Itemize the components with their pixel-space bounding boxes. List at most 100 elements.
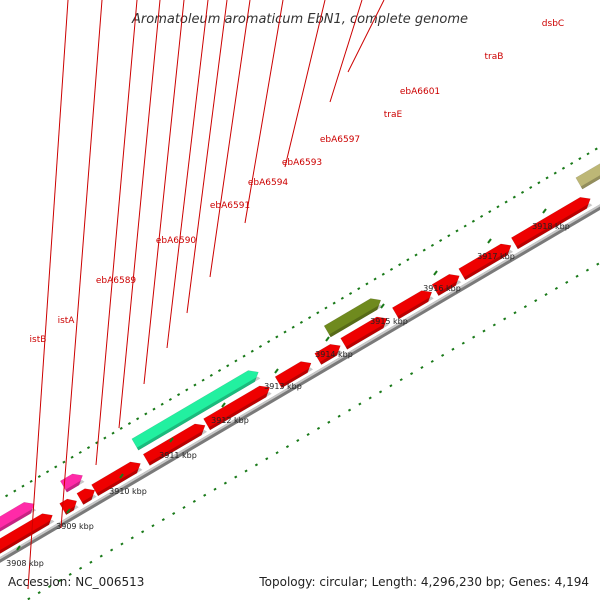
gene-label-ebA6593: ebA6593 <box>282 158 322 168</box>
track-dot <box>89 560 93 564</box>
track-dot <box>503 317 507 321</box>
track-dot <box>296 439 300 443</box>
track-dot <box>110 548 114 552</box>
scale-tick-label: 3916 kbp <box>423 284 461 293</box>
track-dot <box>461 341 465 345</box>
track-dot <box>544 293 548 297</box>
cds-lower-4 <box>142 423 206 466</box>
cds-lower-12-shade <box>516 203 593 249</box>
inner-scale-track <box>27 262 600 600</box>
track-dot <box>570 161 574 165</box>
track-dot <box>152 407 156 411</box>
gene-label-istB: istB <box>30 335 47 345</box>
track-dot <box>58 578 62 582</box>
teal-feature-ebA6589 <box>131 370 259 451</box>
track-dot <box>513 311 517 315</box>
track-dot <box>492 323 496 327</box>
gene-label-ebA6601: ebA6601 <box>400 87 440 97</box>
track-dot <box>223 481 227 485</box>
scale-tick-mark <box>274 368 279 374</box>
track-dot <box>13 489 17 493</box>
leader-line-ebA6589 <box>284 0 326 168</box>
gene-label-istA: istA <box>58 316 76 326</box>
track-dot <box>357 287 361 291</box>
leader-line-ebA6590 <box>244 0 284 224</box>
track-dot <box>337 414 341 418</box>
track-dot <box>529 186 533 190</box>
track-dot <box>389 267 394 271</box>
track-dot <box>472 335 476 339</box>
track-dot <box>410 372 414 376</box>
track-dot <box>203 493 207 497</box>
track-dot <box>316 311 320 315</box>
track-dot <box>365 282 369 286</box>
track-dot <box>136 417 140 421</box>
cds-lower-8 <box>340 316 388 350</box>
track-dot <box>275 451 279 455</box>
track-dot <box>575 274 579 278</box>
cds-lower-12 <box>510 197 591 250</box>
track-dot <box>520 190 525 194</box>
track-dot <box>226 364 230 368</box>
cds-lower-1 <box>59 498 78 516</box>
track-dot <box>441 353 445 357</box>
scale-tick-mark <box>433 270 438 276</box>
scale-tick-label: 3918 kbp <box>532 222 570 231</box>
track-dot <box>306 432 310 436</box>
track-dot <box>242 354 246 358</box>
track-dot <box>37 475 41 479</box>
track-dot <box>463 224 467 228</box>
leader-line-istB <box>347 0 385 73</box>
track-dot <box>414 253 418 257</box>
olive-feature-ebA6593 <box>323 298 382 338</box>
track-dot <box>5 494 9 498</box>
track-dot <box>119 426 123 430</box>
track-dot <box>141 530 145 534</box>
leader-line-ebA6601 <box>95 0 138 466</box>
track-dot <box>430 243 435 247</box>
track-dot <box>213 487 217 491</box>
gene-label-ebA6589: ebA6589 <box>96 276 137 286</box>
track-dot <box>275 335 279 339</box>
track-dot <box>327 420 331 424</box>
track-dot <box>389 384 393 388</box>
track-dot <box>439 239 443 243</box>
track-dot <box>554 286 558 290</box>
cds-lower-5 <box>203 385 271 431</box>
track-dot <box>201 378 205 382</box>
cds-lower-3-shade <box>96 467 143 496</box>
leader-line-ebA6594 <box>186 0 228 314</box>
track-dot <box>68 572 72 576</box>
track-dot <box>553 171 557 175</box>
track-dot <box>160 402 164 406</box>
cds-lower-11-shade <box>463 249 513 280</box>
track-dot <box>27 597 31 600</box>
cds-lower-6 <box>274 361 312 389</box>
track-dot <box>244 469 248 473</box>
scale-tick-mark <box>16 545 21 551</box>
track-dot <box>420 366 424 370</box>
track-dot <box>430 359 434 363</box>
track-dot <box>368 396 372 400</box>
leader-line-ebA6593 <box>166 0 209 349</box>
cds-lower-0 <box>0 513 53 554</box>
backbone <box>0 204 600 563</box>
track-dot <box>561 166 566 170</box>
magenta-feature-left-shade <box>0 508 37 532</box>
cds-lower-4-shade <box>148 429 207 466</box>
track-dot <box>399 378 403 382</box>
track-dot <box>182 505 186 509</box>
track-dot <box>358 402 362 406</box>
track-dot <box>447 234 451 238</box>
cds-lower-6-shade <box>280 367 313 388</box>
cds-lower-10 <box>431 274 460 297</box>
khaki-feature-dsbC-shade <box>580 175 600 190</box>
track-dot <box>267 340 271 344</box>
scale-tick-mark <box>66 508 71 514</box>
scale-tick-label: 3915 kbp <box>370 317 408 326</box>
track-dot <box>534 299 538 303</box>
track-dot <box>455 229 459 233</box>
track-dot <box>70 455 74 459</box>
cds-lower-8-shade <box>345 322 389 350</box>
track-dot <box>193 383 197 387</box>
